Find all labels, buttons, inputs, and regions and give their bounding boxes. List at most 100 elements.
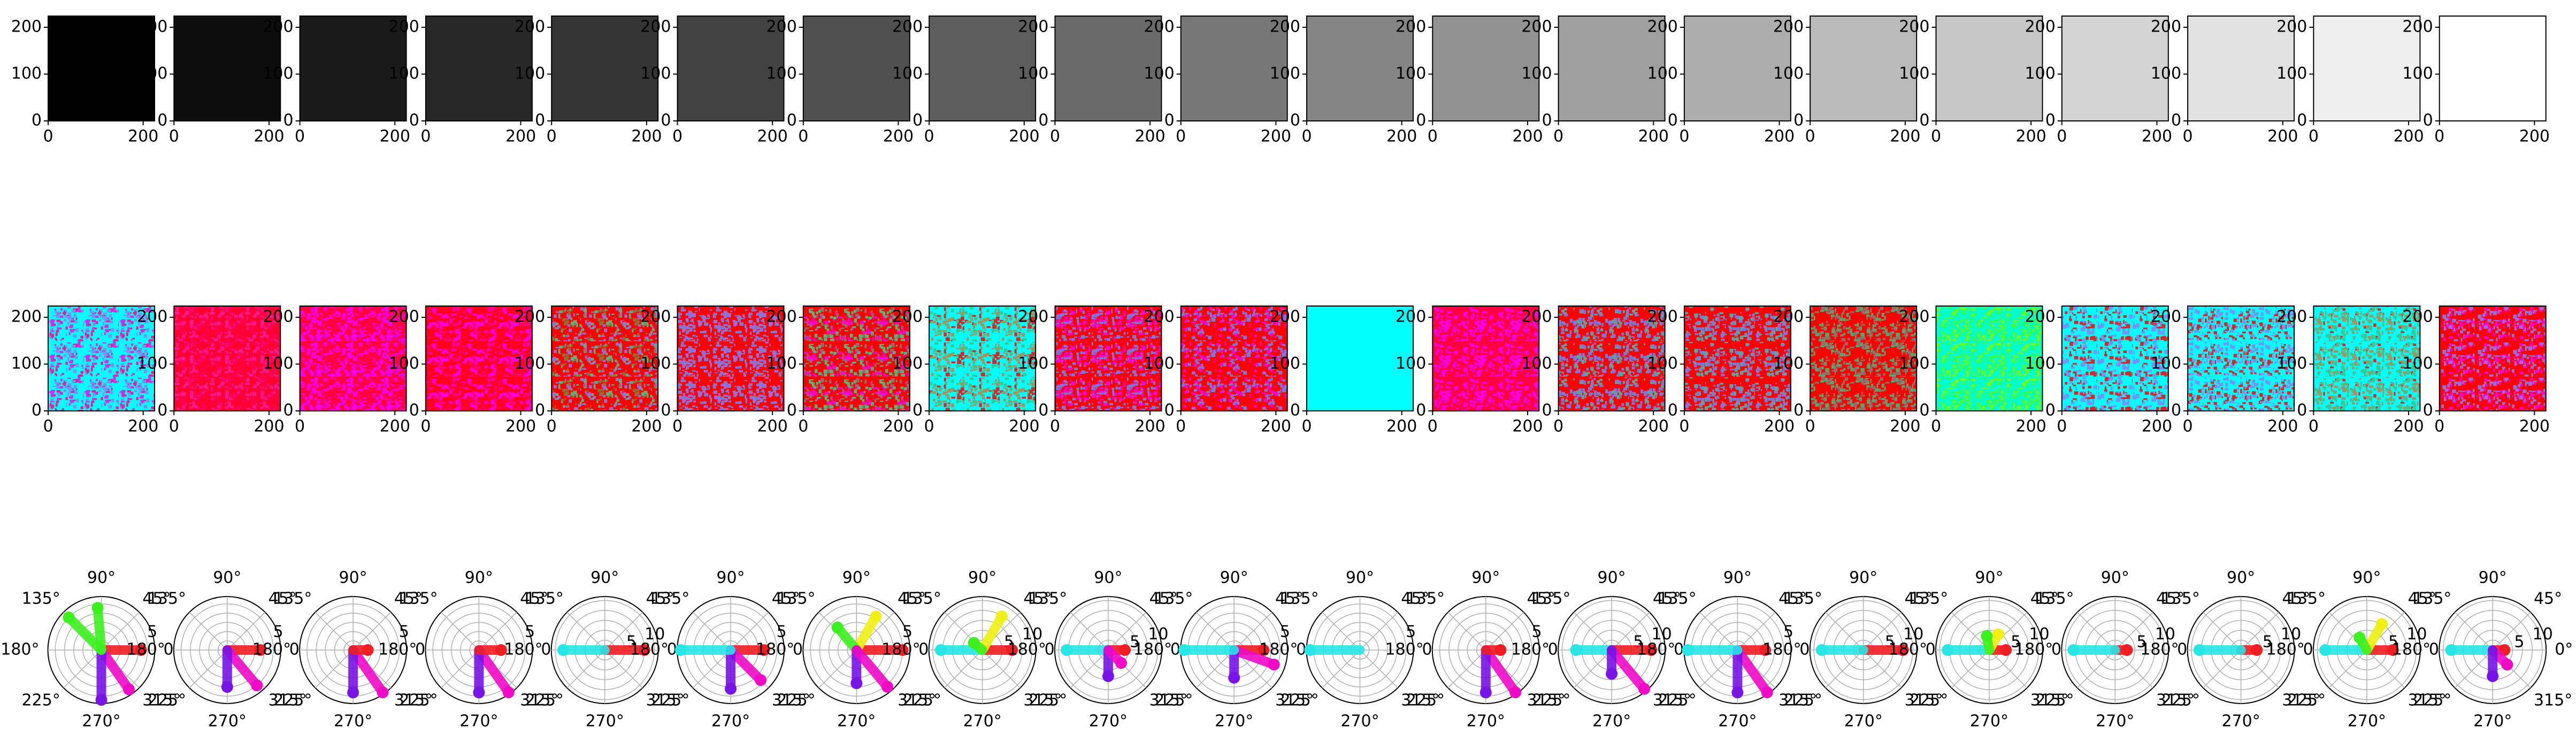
y-tick-label: 100 — [640, 64, 671, 83]
hue-series-point — [1258, 644, 1270, 656]
axes-frame — [1935, 305, 2043, 411]
polar-r-label: 5 — [273, 623, 283, 641]
hue-series-point — [2193, 644, 2205, 656]
noise-panel: 0 200 0 100 200 — [2276, 305, 2424, 436]
y-tick-label: 0 — [1290, 111, 1300, 130]
x-tick-label: 0 — [1176, 417, 1186, 436]
noise-image-texture — [174, 306, 281, 411]
x-tick-label: 0 — [2057, 127, 2067, 146]
polar-spoke — [2203, 650, 2242, 689]
polar-theta-label: 225° — [1658, 691, 1696, 709]
polar-spoke — [1825, 612, 1864, 651]
x-tick-label: 0 — [420, 417, 431, 436]
polar-theta-label: 225° — [777, 691, 815, 709]
y-tick-label: 100 — [137, 64, 167, 83]
swatch-panel: 0 200 0 100 200 — [1018, 16, 1166, 146]
axes-frame — [1180, 16, 1288, 121]
polar-theta-label: 180° — [2140, 640, 2179, 659]
polar-theta-label: 270° — [459, 712, 498, 731]
x-tick-label: 200 — [2142, 417, 2172, 436]
polar-theta-label: 180° — [756, 640, 794, 659]
polar-theta-label: 45° — [1904, 590, 1933, 608]
hue-series-point — [1119, 644, 1131, 656]
polar-theta-label: 45° — [2282, 590, 2310, 608]
x-tick-label: 0 — [798, 417, 808, 436]
hue-series-point — [1479, 686, 1492, 699]
axes-frame — [1558, 16, 1666, 121]
hue-series-point — [1570, 644, 1582, 656]
x-tick-label: 0 — [1428, 417, 1438, 436]
y-tick-label: 0 — [2423, 111, 2433, 130]
hue-series-point — [1509, 686, 1522, 699]
axes-frame — [173, 16, 281, 121]
axes-frame — [802, 305, 910, 411]
gray-swatch — [300, 16, 407, 121]
y-tick-label: 0 — [2045, 401, 2056, 420]
axes-frame — [1054, 16, 1162, 121]
x-tick-label: 200 — [128, 417, 158, 436]
y-tick-label: 200 — [515, 18, 545, 36]
polar-theta-label: 225° — [903, 691, 941, 709]
polar-theta-label: 270° — [1215, 712, 1253, 731]
x-tick-label: 0 — [798, 127, 808, 146]
y-tick-label: 200 — [1270, 18, 1300, 36]
noise-panel: 0 200 0 100 200 — [640, 305, 788, 436]
polar-theta-label: 180° — [630, 640, 669, 659]
noise-panel: 0 200 0 100 200 — [2151, 305, 2298, 436]
x-tick-label: 0 — [547, 417, 557, 436]
hue-series-point — [1682, 644, 1694, 656]
polar-theta-label: 90° — [1346, 569, 1374, 587]
y-tick-label: 0 — [1542, 111, 1552, 130]
y-tick-label: 200 — [1144, 18, 1174, 36]
polar-r-label: 5 — [1783, 623, 1793, 641]
axes-frame — [1558, 305, 1666, 411]
polar-theta-label: 135° — [399, 590, 438, 608]
y-tick-label: 200 — [640, 308, 671, 326]
polar-theta-label: 90° — [1598, 569, 1626, 587]
y-tick-label: 0 — [409, 111, 419, 130]
polar-spoke — [1108, 612, 1147, 651]
polar-theta-label: 225° — [21, 691, 60, 709]
polar-theta-label: 135° — [1910, 590, 1948, 608]
polar-r-label: 5 — [2263, 632, 2273, 651]
polar-theta-label: 45° — [1778, 590, 1807, 608]
x-tick-label: 200 — [2016, 127, 2046, 146]
axes-frame — [2439, 16, 2547, 121]
x-tick-label: 200 — [1512, 417, 1543, 436]
axes-frame — [2187, 305, 2295, 411]
y-tick-label: 0 — [913, 111, 923, 130]
polar-theta-label: 225° — [525, 691, 564, 709]
polar-theta-label: 180° — [881, 640, 920, 659]
x-tick-label: 0 — [1301, 417, 1312, 436]
polar-theta-label: 180° — [504, 640, 542, 659]
polar-spoke — [1611, 612, 1650, 651]
x-tick-label: 0 — [672, 127, 683, 146]
polar-theta-label: 270° — [334, 712, 372, 731]
polar-spoke — [1573, 612, 1612, 651]
y-tick-label: 0 — [913, 401, 923, 420]
y-tick-label: 100 — [1521, 354, 1552, 373]
polar-theta-label: 45° — [1023, 590, 1052, 608]
x-tick-label: 0 — [2309, 127, 2319, 146]
polar-r-label: 10 — [1148, 625, 1168, 644]
polar-theta-label: 45° — [1401, 590, 1429, 608]
polar-theta-label: 135° — [1029, 590, 1067, 608]
noise-image-texture — [1558, 306, 1665, 411]
polar-theta-label: 315° — [1149, 691, 1188, 709]
noise-panel: 0 200 0 100 200 — [1521, 305, 1669, 436]
polar-theta-label: 270° — [1718, 712, 1757, 731]
polar-plot: 50°45°90°135°180°225°270°315° — [1, 569, 181, 731]
polar-theta-label: 90° — [1975, 569, 2003, 587]
noise-panel: 0 200 0 100 200 — [1773, 305, 1921, 436]
y-tick-label: 100 — [1521, 64, 1552, 83]
x-tick-label: 0 — [1805, 417, 1815, 436]
gray-swatch — [1180, 16, 1287, 121]
polar-plot: 50°45°90°135°180°225°270°315° — [378, 569, 559, 731]
polar-theta-label: 225° — [2161, 691, 2200, 709]
noise-panel: 0 200 0 100 200 — [515, 305, 662, 436]
y-tick-label: 100 — [2025, 64, 2056, 83]
x-tick-label: 0 — [1805, 127, 1815, 146]
noise-image-texture — [2313, 306, 2420, 411]
